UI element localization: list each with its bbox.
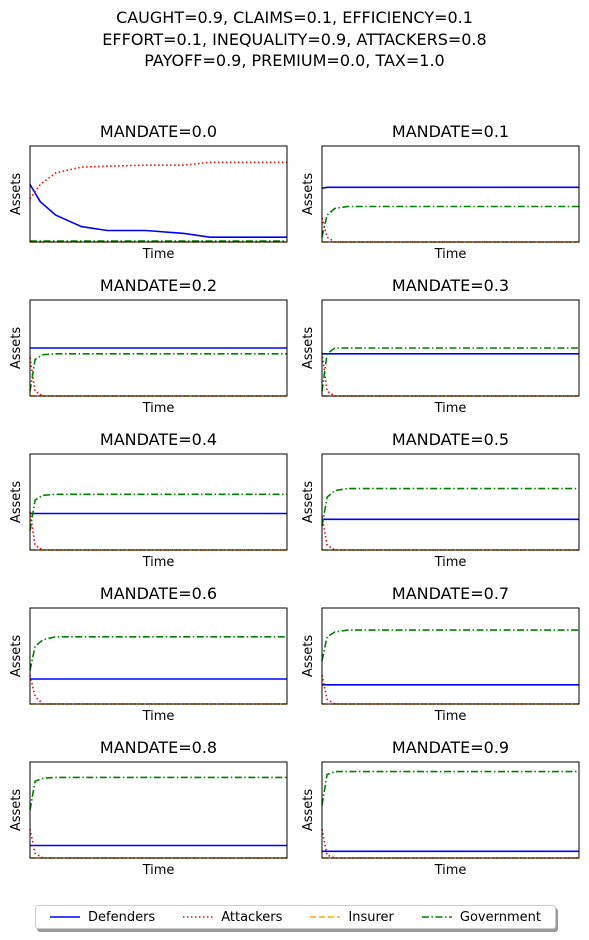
subplot-9: MANDATE=0.9 Time Assets: [301, 738, 580, 878]
legend-label-government: Government: [459, 909, 541, 925]
x-axis-label: Time: [434, 401, 467, 416]
series-line-government: [321, 205, 579, 238]
plot-frame: [29, 607, 288, 705]
plot-frame: [321, 607, 580, 705]
legend-label-attackers: Attackers: [221, 909, 283, 925]
y-axis-label: Assets: [9, 327, 24, 370]
legend-swatch-government: [421, 916, 452, 918]
suptitle-line-3: PAYOFF=0.9, PREMIUM=0.0, TAX=1.0: [144, 51, 445, 70]
legend-item-government: Government: [421, 909, 541, 925]
subplot-title: MANDATE=0.4: [100, 430, 217, 449]
suptitle-line-1: CAUGHT=0.9, CLAIMS=0.1, EFFICIENCY=0.1: [116, 8, 473, 27]
series-line-attackers: [321, 829, 579, 859]
legend-label-defenders: Defenders: [88, 909, 156, 925]
subplot-title: MANDATE=0.2: [100, 276, 217, 295]
series-line-attackers: [29, 357, 287, 397]
y-axis-label: Assets: [301, 173, 316, 216]
plot-frame: [321, 453, 580, 551]
series-line-government: [321, 770, 579, 806]
x-axis-label: Time: [434, 709, 467, 724]
legend: Defenders Attackers Insurer Government: [35, 905, 556, 929]
subplot-title: MANDATE=0.6: [100, 584, 217, 603]
series-line-attackers: [321, 675, 579, 705]
series-line-government: [29, 635, 287, 671]
x-axis-label: Time: [434, 555, 467, 570]
x-axis-label: Time: [142, 401, 175, 416]
subplot-4: MANDATE=0.4 Time Assets: [9, 430, 288, 570]
plot-frame: [29, 453, 288, 551]
subplot-1: MANDATE=0.1 Time Assets: [301, 122, 580, 262]
y-axis-label: Assets: [301, 789, 316, 832]
legend-item-defenders: Defenders: [50, 910, 155, 925]
y-axis-label: Assets: [9, 635, 24, 678]
series-line-defenders: [29, 183, 287, 238]
subplot-5: MANDATE=0.5 Time Assets: [301, 430, 580, 570]
plot-frame: [29, 145, 288, 243]
series-line-government: [29, 776, 287, 811]
plot-frame: [29, 299, 288, 397]
series-line-attackers: [29, 161, 287, 200]
plot-frame: [321, 761, 580, 859]
plot-frame: [321, 299, 580, 397]
y-axis-label: Assets: [9, 481, 24, 524]
subplot-8: MANDATE=0.8 Time Assets: [9, 738, 288, 878]
subplot-7: MANDATE=0.7 Time Assets: [301, 584, 580, 724]
x-axis-label: Time: [142, 247, 175, 262]
subplot-title: MANDATE=0.7: [392, 584, 509, 603]
x-axis-label: Time: [434, 863, 467, 878]
series-line-government: [29, 352, 287, 392]
y-axis-label: Assets: [301, 635, 316, 678]
series-line-government: [321, 629, 579, 661]
subplot-title: MANDATE=0.8: [100, 738, 217, 757]
legend-item-attackers: Attackers: [183, 910, 282, 925]
y-axis-label: Assets: [9, 789, 24, 832]
series-line-attackers: [321, 217, 579, 243]
subplot-2: MANDATE=0.2 Time Assets: [9, 276, 288, 416]
y-axis-label: Assets: [301, 327, 316, 370]
subplot-title: MANDATE=0.9: [392, 738, 509, 757]
plot-frame: [29, 761, 288, 859]
x-axis-label: Time: [142, 863, 175, 878]
series-line-attackers: [321, 352, 579, 397]
x-axis-label: Time: [142, 555, 175, 570]
subplot-title: MANDATE=0.0: [100, 122, 217, 141]
subplot-6: MANDATE=0.6 Time Assets: [9, 584, 288, 724]
plot-frame: [321, 145, 580, 243]
subplot-0: MANDATE=0.0 Time Assets: [9, 122, 288, 262]
subplot-grid: MANDATE=0.0 Time Assets MANDATE=0.1 Time Asse…: [9, 122, 580, 878]
series-line-attackers: [321, 516, 579, 551]
series-line-government: [321, 487, 579, 527]
series-line-defenders: [321, 186, 579, 189]
legend-label-insurer: Insurer: [348, 909, 394, 925]
subplot-3: MANDATE=0.3 Time Assets: [301, 276, 580, 416]
series-line-government: [321, 347, 579, 392]
subplot-title: MANDATE=0.1: [392, 122, 509, 141]
legend-swatch-attackers: [183, 916, 214, 918]
series-line-attackers: [29, 829, 287, 859]
y-axis-label: Assets: [301, 481, 316, 524]
legend-swatch-insurer: [310, 916, 341, 918]
series-line-government: [29, 493, 287, 531]
suptitle-line-2: EFFORT=0.1, INEQUALITY=0.9, ATTACKERS=0.…: [102, 30, 487, 49]
x-axis-label: Time: [142, 709, 175, 724]
y-axis-label: Assets: [9, 173, 24, 216]
series-line-attackers: [29, 511, 287, 551]
legend-swatch-defenders: [50, 916, 80, 918]
legend-item-insurer: Insurer: [310, 910, 394, 925]
x-axis-label: Time: [434, 247, 467, 262]
subplot-title: MANDATE=0.3: [392, 276, 509, 295]
subplot-title: MANDATE=0.5: [392, 430, 509, 449]
